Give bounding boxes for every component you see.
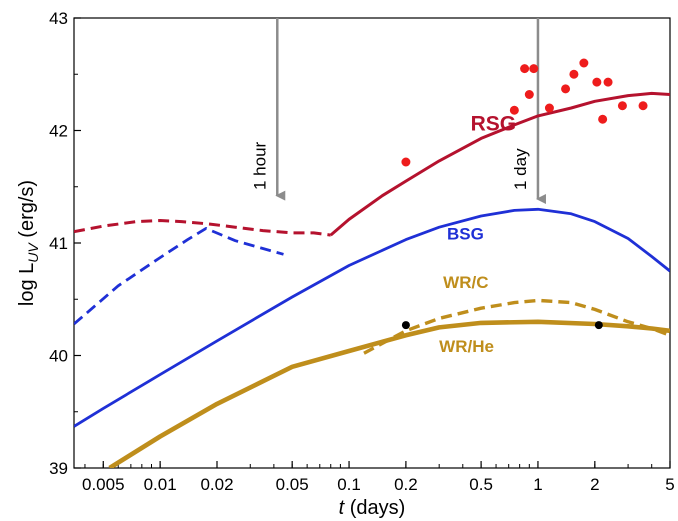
annotation-label: 1 hour bbox=[250, 141, 269, 190]
x-tick-label: 5 bbox=[665, 475, 674, 494]
observation-point bbox=[617, 101, 627, 111]
y-axis-title-rest: (erg/s) bbox=[16, 180, 38, 243]
x-axis-title: t (days) bbox=[339, 497, 406, 519]
series-line-bsg-dashed bbox=[74, 227, 284, 326]
observation-point bbox=[561, 84, 571, 94]
labels-layer: RSG BSG WR/C WR/He bbox=[439, 113, 516, 357]
series-line-wr-he-solid bbox=[108, 319, 670, 468]
observation-point bbox=[544, 103, 554, 113]
x-tick-label: 2 bbox=[590, 475, 599, 494]
y-tick-label: 40 bbox=[49, 347, 68, 366]
y-tick-label: 41 bbox=[49, 234, 68, 253]
series-line-rsg-solid bbox=[329, 91, 670, 237]
series-label-wr-c: WR/C bbox=[443, 273, 488, 292]
observation-point bbox=[603, 77, 613, 87]
x-tick-label: 0.05 bbox=[276, 475, 309, 494]
series-label-wr-he: WR/He bbox=[439, 337, 494, 356]
y-tick-label: 43 bbox=[49, 9, 68, 28]
series-label-bsg: BSG bbox=[447, 225, 484, 244]
observation-point bbox=[529, 64, 539, 74]
y-axis-title: log LUV (erg/s) bbox=[16, 180, 41, 306]
ticks-layer: 0.005 0.01 0.02 0.05 0.1 0.2 0.5 1 2 5 39 40 41 42 43 bbox=[49, 9, 675, 494]
x-axis-title-italic: t bbox=[339, 497, 346, 519]
x-tick-label: 1 bbox=[533, 475, 542, 494]
observation-point bbox=[592, 77, 602, 87]
annotation-label: 1 day bbox=[511, 148, 530, 190]
observation-point bbox=[520, 64, 530, 74]
points-layer bbox=[401, 58, 648, 330]
observation-point bbox=[569, 69, 579, 79]
observation-point bbox=[401, 157, 411, 167]
x-tick-label: 0.005 bbox=[82, 475, 125, 494]
marker-point bbox=[401, 321, 410, 330]
series-line-bsg-solid bbox=[74, 207, 670, 428]
observation-point bbox=[598, 114, 608, 124]
y-tick-label: 39 bbox=[49, 459, 68, 478]
y-axis-title-sub: UV bbox=[25, 242, 41, 263]
series-line-wr-c-dashed bbox=[363, 298, 670, 355]
plot-frame bbox=[73, 17, 671, 469]
x-tick-label: 0.02 bbox=[200, 475, 233, 494]
x-axis-title-rest: (days) bbox=[344, 497, 405, 519]
y-axis-title-main: log L bbox=[16, 263, 38, 306]
observation-point bbox=[509, 105, 519, 115]
series-label-rsg: RSG bbox=[471, 113, 517, 136]
marker-point bbox=[594, 321, 603, 330]
observation-point bbox=[579, 58, 589, 68]
x-tick-label: 0.01 bbox=[144, 475, 177, 494]
arrows-layer: 1 hour 1 day bbox=[250, 18, 546, 204]
series-line-rsg-dashed bbox=[74, 219, 331, 237]
observation-point bbox=[638, 101, 648, 111]
series-layer bbox=[74, 91, 670, 468]
x-tick-label: 0.5 bbox=[469, 475, 493, 494]
x-tick-label: 0.2 bbox=[394, 475, 418, 494]
observation-point bbox=[524, 90, 534, 99]
y-tick-label: 42 bbox=[49, 122, 68, 141]
x-tick-label: 0.1 bbox=[337, 475, 361, 494]
